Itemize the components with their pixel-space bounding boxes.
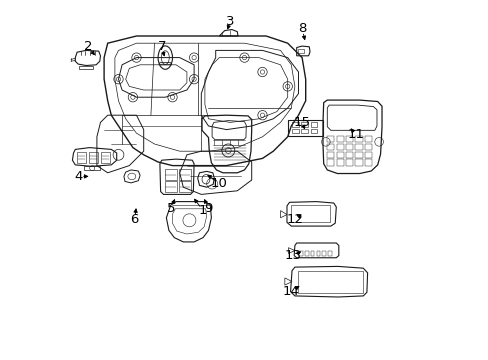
Bar <box>291 129 298 133</box>
Bar <box>355 152 362 158</box>
Text: 1: 1 <box>199 204 207 217</box>
Bar <box>297 49 303 53</box>
Bar <box>355 144 362 150</box>
Bar <box>355 136 362 142</box>
Bar <box>327 251 331 256</box>
Text: 4: 4 <box>74 170 82 183</box>
Bar <box>336 136 343 142</box>
Text: 3: 3 <box>225 15 234 28</box>
Bar <box>326 144 334 150</box>
Bar <box>336 144 343 150</box>
Bar <box>336 152 343 158</box>
Bar <box>364 144 371 150</box>
Text: 5: 5 <box>166 202 175 215</box>
Text: 15: 15 <box>293 116 310 129</box>
Text: 14: 14 <box>282 285 298 298</box>
Bar <box>326 136 334 142</box>
Bar <box>310 251 314 256</box>
Bar <box>310 122 317 127</box>
Text: 6: 6 <box>130 213 139 226</box>
Bar <box>364 136 371 142</box>
Bar <box>364 159 371 166</box>
Bar <box>346 136 352 142</box>
Text: 9: 9 <box>204 202 212 215</box>
Bar <box>336 159 343 166</box>
Bar <box>316 251 320 256</box>
Bar <box>326 159 334 166</box>
Bar <box>305 251 308 256</box>
Bar <box>299 251 302 256</box>
Text: 7: 7 <box>157 40 165 53</box>
Bar <box>301 129 307 133</box>
Bar <box>326 152 334 158</box>
Bar <box>364 152 371 158</box>
Text: 13: 13 <box>284 249 301 262</box>
Text: 11: 11 <box>347 129 364 141</box>
Text: 12: 12 <box>286 213 303 226</box>
Bar <box>346 144 352 150</box>
Bar <box>310 129 317 133</box>
Text: 8: 8 <box>297 22 305 35</box>
Bar <box>322 251 325 256</box>
Bar <box>355 159 362 166</box>
Text: 2: 2 <box>83 40 92 53</box>
Bar <box>301 122 307 127</box>
Bar <box>346 159 352 166</box>
Bar <box>291 122 298 127</box>
Bar <box>297 271 362 293</box>
Text: 10: 10 <box>210 177 227 190</box>
Bar <box>346 152 352 158</box>
Bar <box>291 205 329 222</box>
